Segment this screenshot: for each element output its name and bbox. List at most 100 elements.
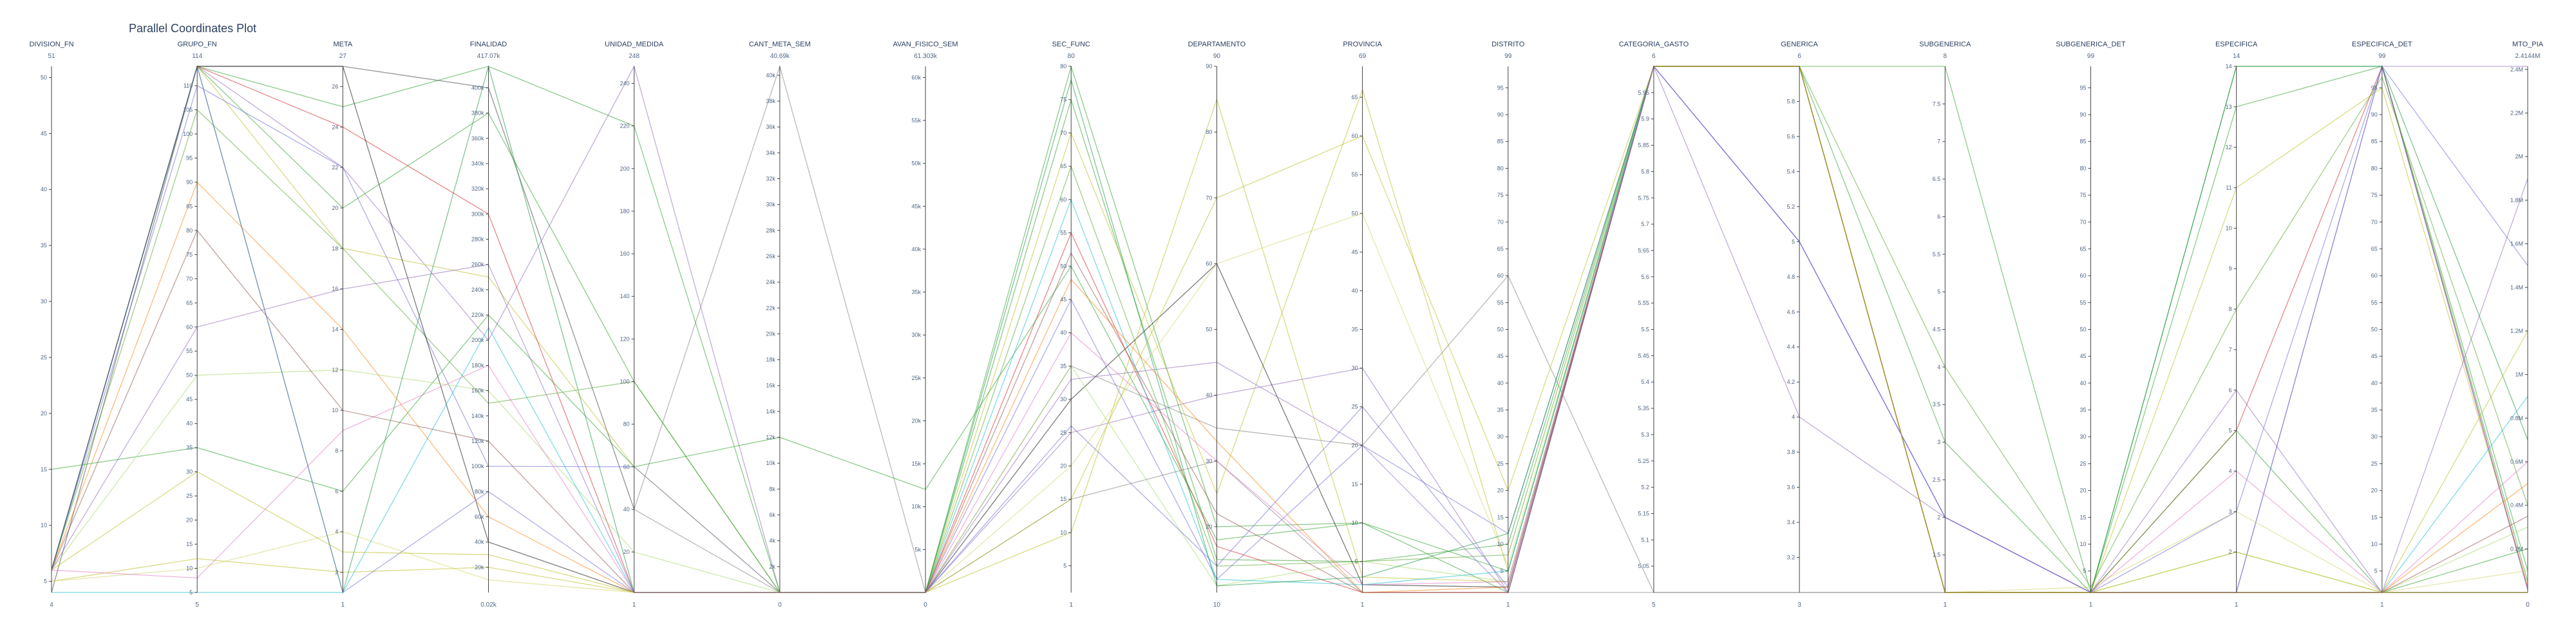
axis-categoria-gasto[interactable]: CATEGORIA_GASTO 6 5 5.05 5.1 5.15 5.2 5.25 5.3 5.… — [1619, 41, 1689, 609]
tick-label-categoria-gasto: 5.9 — [1641, 116, 1649, 122]
tick-label-especifica: 3 — [2229, 508, 2232, 515]
tick-label-especifica-det: 35 — [2371, 407, 2378, 413]
tick-label-grupo-fn: 70 — [186, 276, 193, 282]
axis-unidad-medida[interactable]: UNIDAD_MEDIDA248120406080100120140160180… — [605, 41, 664, 609]
data-polyline-8 — [51, 64, 2528, 593]
tick-label-especifica: 6 — [2229, 387, 2232, 393]
axis-subgenerica-det[interactable]: SUBGENERICA_DET9915101520253035404550556… — [2056, 41, 2125, 609]
tick-label-distrito: 30 — [1497, 433, 1504, 440]
axis-avan-fisico-sem[interactable]: AVAN_FISICO_SEM 61.303k 0 5k 10k 15k 20k 25k 30k… — [893, 41, 958, 609]
tick-label-generica: 4.6 — [1787, 308, 1795, 315]
tick-label-meta: 22 — [332, 164, 338, 171]
tick-label-subgenerica: 6.5 — [1933, 176, 1941, 182]
tick-label-unidad-medida: 20 — [623, 549, 630, 555]
data-polyline-21 — [51, 66, 2528, 593]
tick-label-subgenerica: 7.5 — [1933, 100, 1941, 107]
tick-label-mto-pia: 0.6M — [2510, 459, 2523, 465]
tick-label-provincia: 15 — [1352, 481, 1358, 488]
axis-departamento[interactable]: DEPARTAMENTO 90 10 20 30 40 50 60 70 80 90 — [1188, 41, 1246, 609]
axis-finalidad[interactable]: FINALIDAD 417.07k 0.02k 20k 40k 60k 80k 100k 120… — [470, 41, 507, 609]
data-polyline-19 — [51, 66, 2528, 593]
tick-label-subgenerica-det: 65 — [2079, 245, 2086, 252]
tick-label-mto-pia: 2.4M — [2510, 66, 2523, 73]
data-polyline-3 — [51, 65, 2528, 594]
axis-sec-func[interactable]: SEC_FUNC80151015202530354045505560657075… — [1052, 41, 1090, 609]
tick-label-generica: 3.8 — [1787, 449, 1795, 455]
tick-label-especifica-det: 45 — [2371, 353, 2378, 359]
tick-label-meta: 12 — [332, 366, 338, 373]
tick-label-finalidad: 40k — [475, 539, 484, 545]
tick-label-sec-func: 35 — [1060, 363, 1066, 369]
tick-label-finalidad: 280k — [471, 236, 484, 243]
tick-label-especifica-det: 20 — [2371, 488, 2378, 494]
tick-label-departamento: 20 — [1206, 524, 1212, 530]
data-polyline-5 — [51, 65, 2528, 593]
tick-label-division-fn: 40 — [41, 186, 47, 193]
tick-label-finalidad: 80k — [475, 488, 484, 495]
tick-label-generica: 4 — [1792, 414, 1795, 421]
tick-label-subgenerica-det: 60 — [2079, 272, 2086, 279]
data-polyline-2 — [51, 64, 2528, 594]
tick-label-sec-func: 25 — [1060, 430, 1066, 436]
tick-label-generica: 4.4 — [1787, 344, 1795, 350]
tick-label-meta: 16 — [332, 286, 338, 292]
tick-label-finalidad: 60k — [475, 513, 484, 520]
axis-generica[interactable]: GENERICA 6 3 3.2 3.4 3.6 3.8 4 4.2 4.4 4.6 4.8 5 5.2 5… — [1781, 41, 1818, 609]
tick-label-meta: 6 — [335, 488, 338, 495]
data-polyline-20 — [51, 64, 2528, 594]
tick-label-sec-func: 50 — [1060, 263, 1066, 269]
tick-label-departamento: 40 — [1206, 392, 1212, 399]
tick-label-subgenerica: 3 — [1937, 439, 1940, 446]
tick-label-finalidad: 20k — [475, 564, 484, 571]
tick-label-subgenerica-det: 30 — [2079, 433, 2086, 440]
tick-label-meta: 26 — [332, 83, 338, 90]
axis-min-label-categoria-gasto: 5 — [1652, 601, 1656, 609]
tick-label-finalidad: 400k — [471, 84, 484, 91]
tick-label-finalidad: 140k — [471, 413, 484, 419]
tick-label-subgenerica-det: 35 — [2079, 407, 2086, 413]
axis-min-label-meta: 1 — [341, 601, 345, 609]
tick-label-provincia: 30 — [1352, 365, 1358, 372]
tick-label-provincia: 50 — [1352, 210, 1358, 216]
axis-max-label-especifica: 14 — [2233, 53, 2240, 60]
axis-cant-meta-sem[interactable]: CANT_META_SEM 40.69k 0 2k 4k 6k 8k 10k 12k 14k 16k… — [749, 41, 811, 609]
axis-title-generica: GENERICA — [1781, 41, 1818, 48]
axis-subgenerica[interactable]: SUBGENERICA 8 1 1.5 2 2.5 3 3.5 4 4.5 5 5.5 6 6.5 7 7.5 — [1919, 41, 1971, 609]
tick-label-avan-fisico-sem: 10k — [912, 504, 922, 510]
tick-label-avan-fisico-sem: 60k — [912, 74, 922, 80]
tick-label-sec-func: 30 — [1060, 396, 1066, 402]
tick-label-unidad-medida: 120 — [620, 336, 630, 342]
tick-label-generica: 4.2 — [1787, 379, 1795, 385]
axis-title-division-fn: DIVISION_FN — [29, 41, 73, 48]
tick-label-subgenerica-det: 45 — [2079, 353, 2086, 359]
tick-label-meta: 14 — [332, 327, 338, 333]
tick-label-departamento: 70 — [1206, 194, 1212, 201]
tick-label-categoria-gasto: 5.4 — [1641, 379, 1649, 385]
axis-max-label-departamento: 90 — [1213, 53, 1221, 60]
tick-label-subgenerica: 4.5 — [1933, 327, 1941, 333]
tick-label-mto-pia: 0.2M — [2510, 545, 2523, 552]
tick-label-unidad-medida: 80 — [623, 421, 630, 428]
tick-label-generica: 5.2 — [1787, 204, 1795, 210]
tick-label-subgenerica-det: 5 — [2083, 568, 2086, 574]
axis-max-label-grupo-fn: 114 — [192, 53, 202, 60]
data-polyline-6 — [51, 65, 2528, 593]
tick-label-departamento: 80 — [1206, 129, 1212, 135]
tick-label-division-fn: 50 — [41, 74, 47, 80]
tick-label-avan-fisico-sem: 5k — [915, 546, 922, 553]
axis-max-label-meta: 27 — [339, 53, 347, 60]
tick-label-finalidad: 260k — [471, 261, 484, 268]
axis-title-categoria-gasto: CATEGORIA_GASTO — [1619, 41, 1689, 48]
axis-especifica-det[interactable]: ESPECIFICA_DET99151015202530354045505560… — [2352, 41, 2412, 609]
tick-label-categoria-gasto: 5.45 — [1638, 352, 1649, 359]
tick-label-sec-func: 40 — [1060, 330, 1066, 336]
axis-distrito[interactable]: DISTRITO99151015202530354045505560657075… — [1492, 41, 1525, 609]
tick-label-sec-func: 55 — [1060, 230, 1066, 236]
axis-mto-pia[interactable]: MTO_PIA 2.4144M 0 0.2M 0.4M 0.6M 0.8M 1M 1.2M 1.4… — [2510, 41, 2544, 609]
axis-grupo-fn[interactable]: GRUPO_FN 114 55 10 15 20 25 30 35 40 45 50 55 60 65 70 7… — [178, 41, 217, 609]
polylines-layer — [51, 64, 2528, 594]
